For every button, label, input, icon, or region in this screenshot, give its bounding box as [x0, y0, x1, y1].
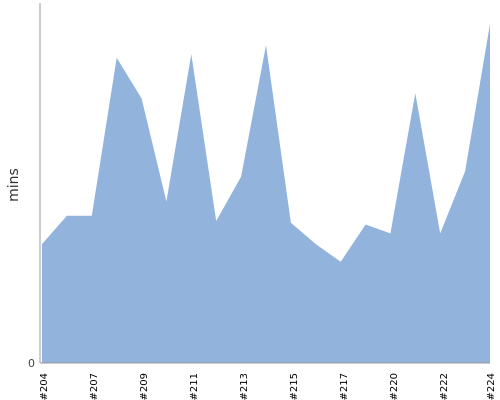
- x-tick-label: #222: [439, 373, 450, 400]
- x-tick-label: #215: [289, 373, 300, 400]
- x-tick-label: #220: [389, 373, 400, 400]
- y-tick-label-0: 0: [28, 357, 35, 370]
- x-tick-label: #211: [189, 373, 200, 400]
- x-tick-labels: #204 #207 #209 #211 #213 #215 #217 #220 #222 #224: [39, 373, 497, 400]
- x-tick-label: #204: [39, 373, 50, 400]
- y-axis-label: mins: [6, 168, 22, 202]
- x-tick-label: #213: [239, 373, 250, 400]
- area-series: [42, 24, 490, 363]
- x-tick-label: #224: [486, 373, 497, 400]
- x-tick-label: #209: [139, 373, 150, 400]
- x-tick-label: #207: [89, 373, 100, 400]
- x-tick-label: #217: [339, 373, 350, 400]
